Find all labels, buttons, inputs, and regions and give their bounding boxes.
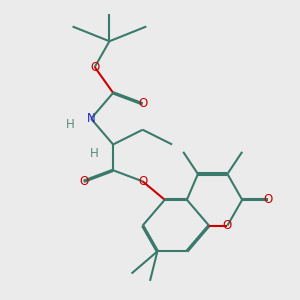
Text: N: N bbox=[87, 112, 95, 125]
Text: H: H bbox=[66, 118, 75, 131]
Text: O: O bbox=[263, 193, 273, 206]
Text: O: O bbox=[90, 61, 99, 74]
Text: O: O bbox=[138, 175, 147, 188]
Text: H: H bbox=[90, 147, 99, 160]
Text: O: O bbox=[138, 98, 147, 110]
Text: O: O bbox=[223, 219, 232, 232]
Text: O: O bbox=[79, 175, 88, 188]
